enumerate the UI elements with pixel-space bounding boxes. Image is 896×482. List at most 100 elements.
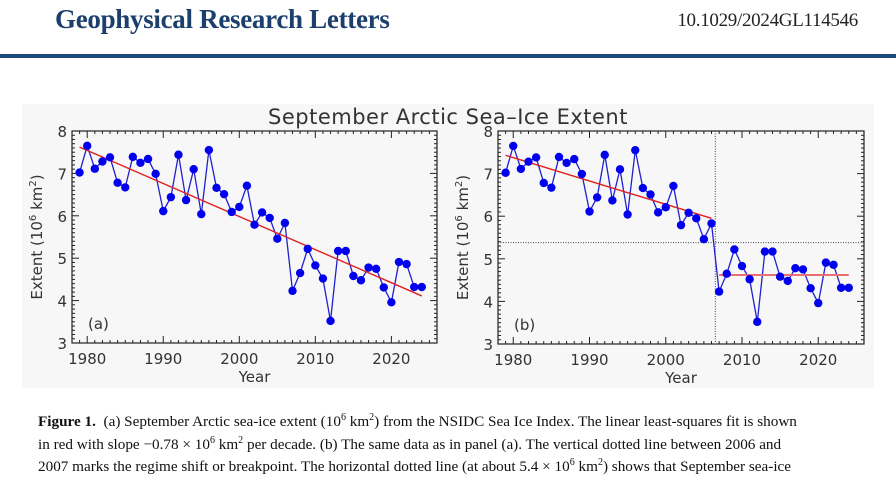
data-point [212,183,221,193]
data-point [775,272,785,281]
data-point [333,246,343,256]
data-point [189,164,198,174]
data-point [783,276,792,286]
data-point [197,209,206,219]
panel-label: (a) [88,315,109,333]
data-point [768,247,777,256]
x-tick-label: 2000 [220,350,258,368]
data-point [394,257,404,267]
data-point [356,276,366,285]
data-point [257,208,267,217]
data-point [692,214,701,223]
caption-line-2: in red with slope −0.78 × 106 km2 per de… [38,434,878,457]
data-point [159,206,168,216]
data-point [417,282,426,292]
data-point [547,183,556,192]
data-point [730,245,739,254]
data-point [509,141,518,151]
data-point [288,286,297,296]
caption-text: ) shows that September sea-ice [602,458,792,475]
data-point [669,181,678,191]
y-axis-label-text: km [454,187,472,215]
data-point [181,195,191,205]
data-point [608,196,617,205]
y-tick-label: 4 [483,293,493,311]
caption-text: (a) September Arctic sea-ice extent (10 [103,413,341,430]
data-point [166,192,176,202]
data-point [303,244,312,254]
caption-sup: 6 [569,457,575,468]
data-point [204,145,214,155]
data-point [570,154,579,164]
data-point [661,203,670,212]
data-point [524,157,533,166]
data-point [105,153,115,162]
data-point [676,220,686,230]
x-tick-label: 2020 [799,351,837,369]
x-tick-label: 1980 [494,351,532,369]
y-axis-label-text: Extent (10 [28,221,46,300]
data-point [402,259,411,269]
y-tick-label: 5 [483,251,493,269]
data-point [501,168,510,177]
data-point [295,268,305,278]
y-tick-label: 4 [57,293,67,311]
data-point [280,218,290,228]
data-point [623,210,632,219]
y-axis-label-sup: 2 [454,181,465,187]
axes-frame [71,130,438,344]
panel-b: 1980 1990 2000 2010 2020 3 4 5 6 7 8 Year Extent (10… [454,123,865,387]
data-point [143,154,153,164]
data-point [151,169,160,179]
figure-caption: Figure 1. (a) September Arctic sea-ice e… [38,411,878,479]
caption-text: 2007 marks the regime shift or breakpoin… [38,458,570,475]
caption-text: per decade. (b) The same data as in pane… [243,435,782,453]
data-point [409,282,419,292]
x-axis-label: Year [664,369,698,387]
data-point [600,150,609,160]
data-point [227,207,236,217]
data-point [174,150,183,159]
data-point [349,271,358,281]
data-point [844,283,853,292]
y-axis-label-text: km [28,187,46,215]
y-tick-label: 8 [57,123,67,141]
y-tick-label: 8 [483,123,493,141]
data-point [326,316,335,326]
data-point [638,183,648,193]
data-point [631,145,640,155]
caption-line-3: 2007 marks the regime shift or breakpoin… [38,456,878,479]
data-point [585,207,594,216]
caption-sup: 6 [340,412,346,423]
series-line [504,143,849,322]
data-point [592,193,602,202]
x-tick-label: 1980 [68,350,106,368]
data-point [83,141,92,151]
y-tick-label: 5 [57,250,67,268]
caption-sup: 2 [369,412,375,423]
data-point [379,283,388,292]
fit-line [505,154,712,219]
data-point [760,247,770,256]
y-axis-label: Extent (106 km2) [454,175,472,300]
data-point [791,263,800,273]
caption-text: km [345,413,370,430]
data-point [722,269,731,278]
caption-sup: 6 [209,434,215,446]
figure: September Arctic Sea–Ice Extent 1980 1990… [22,104,874,388]
data-point [554,152,564,162]
x-tick-label: 1990 [144,350,182,368]
y-axis-label-text: Extent (10 [454,222,472,301]
panel-label: (b) [514,316,535,334]
y-tick-label: 3 [483,336,493,354]
series-line [78,143,422,322]
figure-title: September Arctic Sea–Ice Extent [268,105,628,129]
data-point [136,158,145,167]
x-tick-label: 2000 [647,351,685,369]
axes-frame [497,130,865,345]
doi: 10.1029/2024GL114546 [677,10,858,31]
figure-plot: September Arctic Sea–Ice Extent 1980 1990… [28,105,865,387]
fit-line [79,146,423,297]
data-point [121,183,130,192]
data-point [219,189,229,199]
